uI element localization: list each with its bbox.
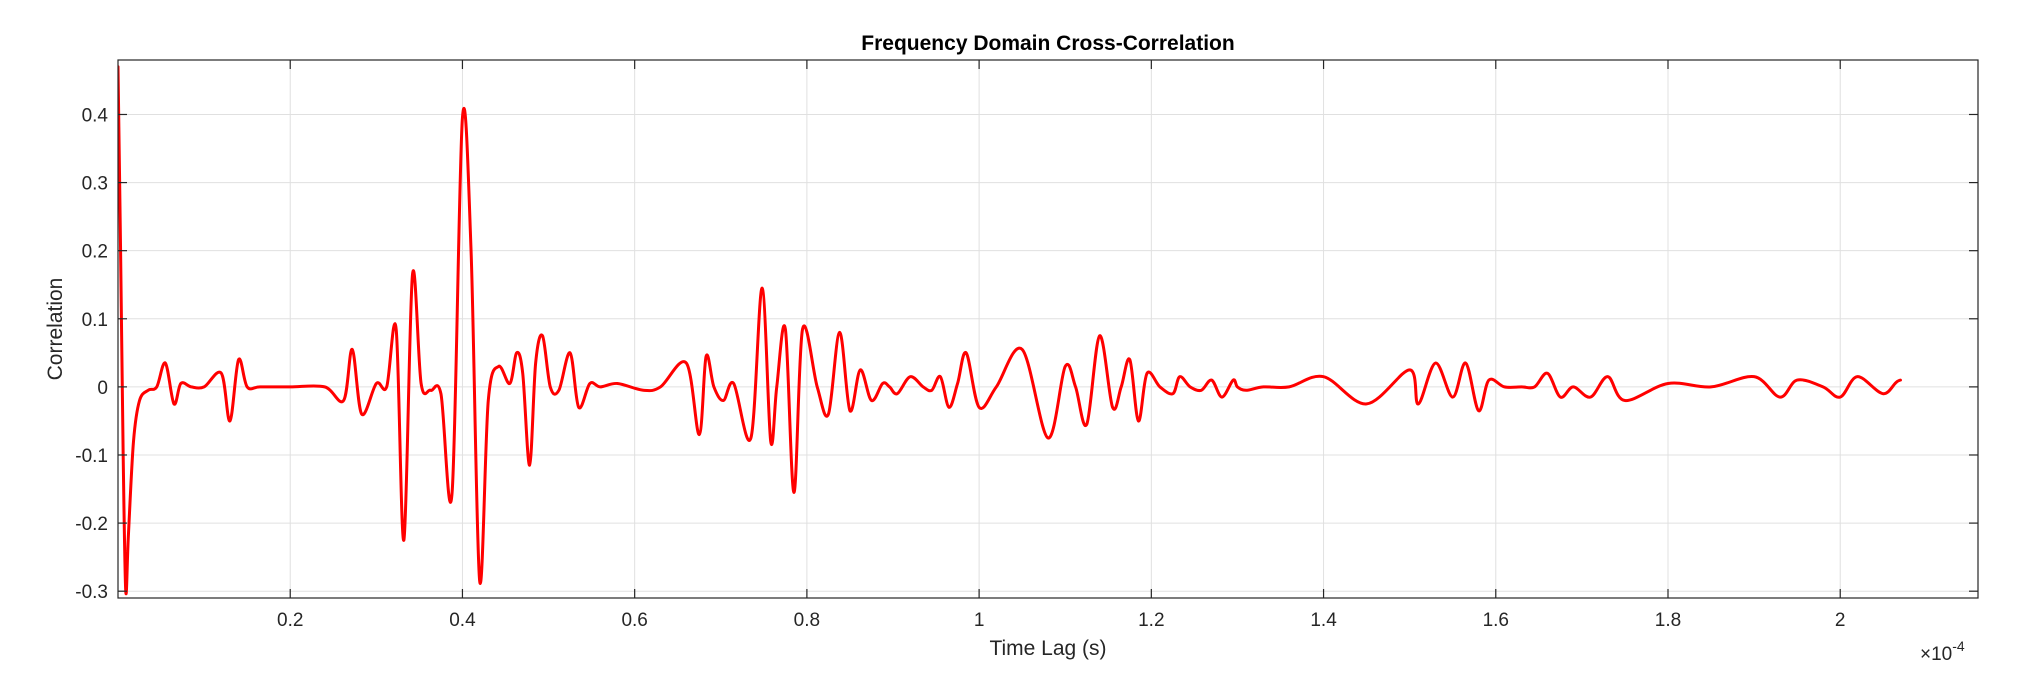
x-tick-label: 1.6: [1483, 610, 1509, 631]
x-tick-label: 1.8: [1655, 610, 1681, 631]
y-tick-label: 0.1: [82, 310, 108, 331]
y-tick-label: -0.2: [75, 514, 108, 535]
x-axis-exponent: ×10-4: [1920, 638, 1965, 665]
x-tick-label: 0.4: [449, 610, 476, 631]
x-ticks: 0.2 0.4 0.6 0.8 1 1.2 1.4 1.6 1.8 2: [277, 60, 1846, 631]
y-tick-label: 0.4: [82, 105, 109, 126]
x-tick-label: 0.6: [621, 610, 647, 631]
x-tick-label: 0.8: [794, 610, 820, 631]
x-tick-label: 1: [974, 610, 985, 631]
y-tick-label: 0.2: [82, 242, 108, 263]
y-tick-label: -0.1: [75, 446, 108, 467]
y-tick-label: 0.3: [82, 174, 108, 195]
series-line: [118, 67, 1901, 594]
y-tick-label: -0.3: [75, 582, 108, 603]
x-scale-factor: ×10: [1920, 644, 1952, 665]
x-gridlines: [290, 60, 1840, 598]
x-tick-label: 2: [1835, 610, 1846, 631]
x-scale-exponent: -4: [1952, 638, 1965, 654]
x-axis-label: Time Lag (s): [989, 637, 1106, 660]
y-axis-label: Correlation: [44, 278, 67, 381]
y-ticks: -0.3 -0.2 -0.1 0 0.1 0.2 0.3 0.4: [75, 105, 1978, 603]
y-tick-label: 0: [97, 378, 108, 399]
x-tick-label: 0.2: [277, 610, 303, 631]
chart-title: Frequency Domain Cross-Correlation: [861, 32, 1234, 55]
plot-area: [118, 67, 1901, 594]
x-tick-label: 1.4: [1310, 610, 1337, 631]
x-tick-label: 1.2: [1138, 610, 1164, 631]
